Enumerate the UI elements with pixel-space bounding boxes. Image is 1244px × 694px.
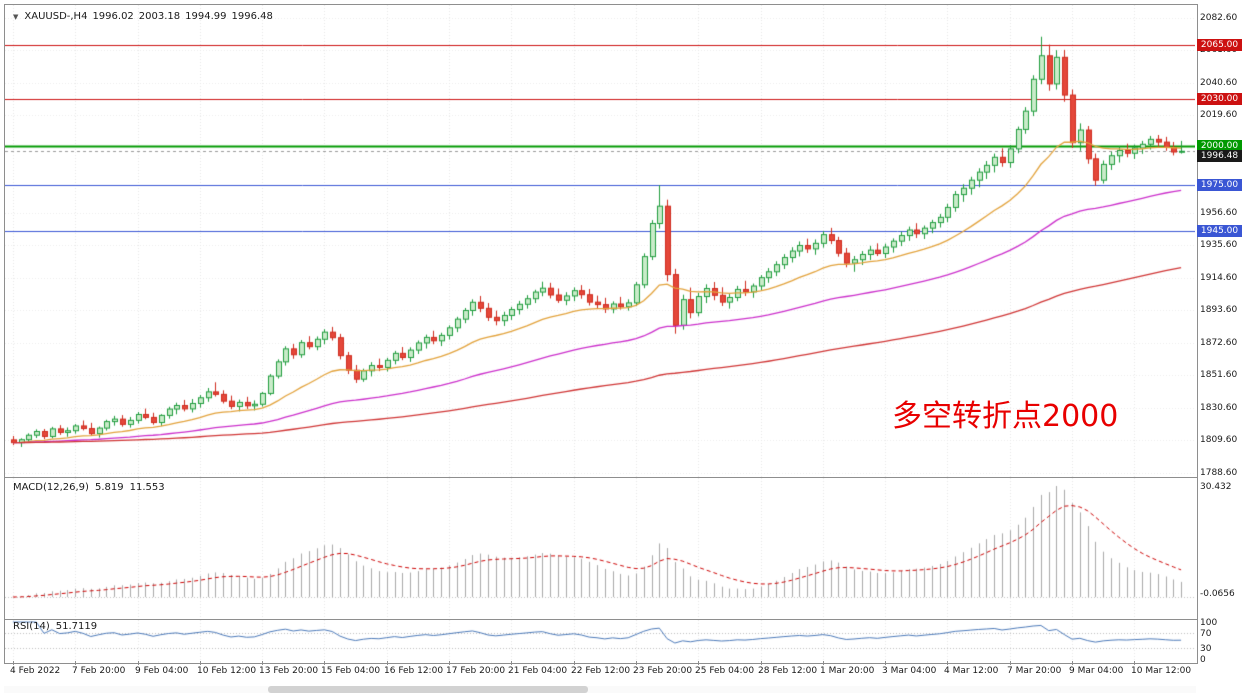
price-tick-label: 1851.60 <box>1200 370 1238 380</box>
time-axis-label: 9 Mar 04:00 <box>1069 666 1124 676</box>
time-axis-label: 4 Mar 12:00 <box>944 666 999 676</box>
time-axis-label: 3 Mar 04:00 <box>882 666 937 676</box>
time-axis-label: 7 Feb 20:00 <box>72 666 126 676</box>
rsi-label: RSI(14) 51.7119 <box>13 621 97 632</box>
level-price-badge: 2065.00 <box>1197 39 1242 51</box>
rsi-name: RSI(14) <box>13 621 50 632</box>
chart-expander-icon[interactable]: ▼ <box>13 12 19 21</box>
panel-divider[interactable] <box>5 619 1197 620</box>
level-price-badge: 2000.00 <box>1197 140 1242 152</box>
price-tick-label: 2082.60 <box>1200 13 1238 23</box>
level-price-badge: 1945.00 <box>1197 225 1242 237</box>
time-axis-label: 7 Mar 20:00 <box>1007 666 1062 676</box>
macd-axis-min-label: -0.0656 <box>1200 589 1235 599</box>
time-axis-label: 25 Feb 04:00 <box>695 666 755 676</box>
macd-name: MACD(12,26,9) <box>13 482 89 493</box>
price-tick-label: 1935.60 <box>1200 240 1238 250</box>
time-axis-label: 10 Mar 12:00 <box>1131 666 1192 676</box>
time-axis-label: 17 Feb 20:00 <box>446 666 506 676</box>
macd-axis-max-label: 30.432 <box>1200 482 1232 492</box>
price-tick-label: 1830.60 <box>1200 403 1238 413</box>
price-tick-label: 1872.60 <box>1200 338 1238 348</box>
price-tick-label: 1893.60 <box>1200 305 1238 315</box>
price-tick-label: 2019.60 <box>1200 110 1238 120</box>
time-axis-label: 22 Feb 12:00 <box>571 666 631 676</box>
rsi-value: 51.7119 <box>55 621 98 632</box>
macd-panel-canvas[interactable] <box>5 478 1195 619</box>
rsi-axis-label: 30 <box>1200 644 1212 654</box>
time-axis-label: 28 Feb 12:00 <box>758 666 818 676</box>
price-tick-label: 2040.60 <box>1200 78 1238 88</box>
ohlc-low: 1994.99 <box>185 11 227 22</box>
price-tick-label: 1788.60 <box>1200 468 1238 478</box>
ohlc-high: 2003.18 <box>138 11 181 22</box>
chart-frame: ▼ XAUUSD-,H4 1996.02 2003.18 1994.99 199… <box>4 4 1198 664</box>
time-axis-label: 21 Feb 04:00 <box>508 666 568 676</box>
annotation-text: 多空转折点2000 <box>892 399 1119 434</box>
price-tick-label: 1956.60 <box>1200 208 1238 218</box>
time-axis-label: 16 Feb 12:00 <box>384 666 444 676</box>
ohlc-close: 1996.48 <box>231 11 273 22</box>
horizontal-scrollbar[interactable] <box>4 686 1196 693</box>
time-axis-label: 1 Mar 20:00 <box>820 666 875 676</box>
macd-signal-value: 11.553 <box>129 482 165 493</box>
rsi-axis-label: 70 <box>1200 629 1212 639</box>
price-tick-label: 1809.60 <box>1200 435 1238 445</box>
time-axis-label: 23 Feb 20:00 <box>633 666 693 676</box>
scrollbar-thumb[interactable] <box>268 686 588 693</box>
rsi-axis-label: 100 <box>1200 618 1218 628</box>
symbol-period-label: XAUUSD-,H4 <box>24 11 88 22</box>
time-axis-label: 13 Feb 20:00 <box>259 666 319 676</box>
time-axis-label: 10 Feb 12:00 <box>197 666 257 676</box>
rsi-panel-canvas[interactable] <box>5 620 1195 661</box>
time-axis-label: 4 Feb 2022 <box>10 666 61 676</box>
time-axis-label: 9 Feb 04:00 <box>135 666 189 676</box>
chart-title: ▼ XAUUSD-,H4 1996.02 2003.18 1994.99 199… <box>13 11 273 22</box>
level-price-badge: 1975.00 <box>1197 179 1242 191</box>
current-price-badge: 1996.48 <box>1197 150 1242 162</box>
panel-divider[interactable] <box>5 477 1197 478</box>
price-chart-canvas[interactable] <box>5 5 1195 477</box>
macd-main-value: 5.819 <box>94 482 124 493</box>
rsi-axis-label: 0 <box>1200 655 1206 665</box>
macd-label: MACD(12,26,9) 5.819 11.553 <box>13 482 165 493</box>
level-price-badge: 2030.00 <box>1197 93 1242 105</box>
price-tick-label: 2061.60 <box>1200 45 1238 55</box>
time-axis-label: 15 Feb 04:00 <box>321 666 381 676</box>
price-tick-label: 1914.60 <box>1200 273 1238 283</box>
ohlc-open: 1996.02 <box>92 11 134 22</box>
